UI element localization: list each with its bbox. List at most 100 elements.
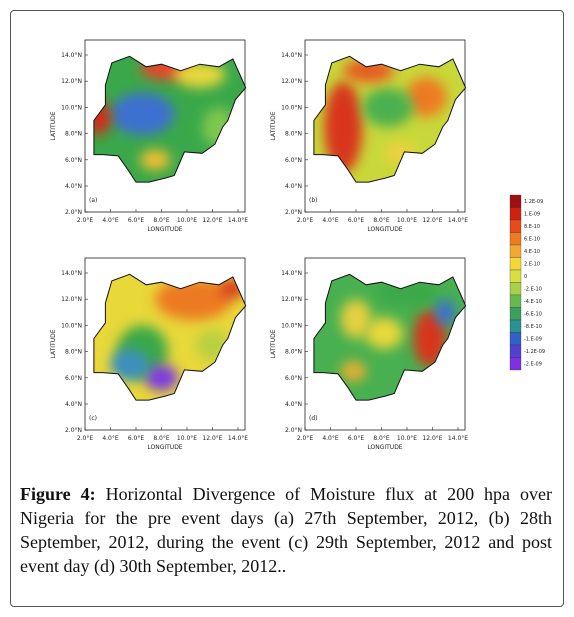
lat-tick-label: 4.0°N [285, 183, 302, 190]
lon-tick-label: 10.0°E [177, 217, 197, 224]
lat-tick-label: 14.0°N [61, 52, 82, 59]
lat-tick-label: 10.0°N [61, 104, 82, 111]
colorbar-swatch [509, 194, 522, 208]
lat-tick-label: 6.0°N [285, 157, 302, 164]
lat-tick-label: 2.0°N [65, 209, 82, 216]
colorbar-label: -8.E-10 [524, 324, 542, 330]
colorbar-label: -1.E-09 [524, 337, 542, 343]
colorbar-swatch [509, 207, 522, 221]
lon-tick-label: 6.0°E [348, 435, 365, 442]
lon-tick-label: 14.0°E [228, 217, 248, 224]
field-blob [324, 81, 363, 173]
lon-tick-label: 12.0°E [202, 435, 222, 442]
lon-tick-label: 4.0°E [322, 435, 339, 442]
caption: Figure 4: Horizontal Divergence of Moist… [20, 482, 552, 578]
colorbar-swatch [509, 244, 522, 258]
colorbar-swatch [509, 219, 522, 233]
colorbar-swatch [509, 294, 522, 308]
x-axis-label: LONGITUDE [147, 444, 182, 451]
lon-tick-label: 6.0°E [128, 217, 145, 224]
lon-tick-label: 2.0°E [77, 435, 94, 442]
lat-tick-label: 8.0°N [65, 131, 82, 138]
lon-tick-label: 12.0°E [422, 435, 442, 442]
colorbar-label: 2.E-10 [524, 262, 540, 268]
lat-tick-label: 4.0°N [285, 401, 302, 408]
y-axis-label: LATITUDE [270, 111, 277, 140]
lon-tick-label: 8.0°E [373, 217, 390, 224]
field-blob [93, 100, 111, 135]
lon-tick-label: 14.0°E [448, 435, 468, 442]
lon-tick-label: 2.0°E [297, 435, 314, 442]
lon-tick-label: 6.0°E [348, 217, 365, 224]
colorbar-swatch [509, 344, 522, 358]
field-blob [435, 299, 456, 326]
map-panel: 14.0°N 12.0°N 10.0°N 8.0°N 6.0°N 4.0°N 2.0°N2.… [50, 39, 248, 233]
colorbar-label: 4.E-10 [524, 249, 540, 255]
country-outline [93, 273, 247, 401]
caption-text: Horizontal Divergence of Moisture flux a… [20, 484, 552, 576]
lat-tick-label: 8.0°N [285, 349, 302, 356]
lon-tick-label: 8.0°E [153, 435, 170, 442]
colorbar-swatch [509, 332, 522, 346]
lat-tick-label: 10.0°N [61, 322, 82, 329]
figure-border [10, 10, 564, 607]
lon-tick-label: 2.0°E [77, 217, 94, 224]
lon-tick-label: 12.0°E [422, 217, 442, 224]
map-panel: 14.0°N 12.0°N 10.0°N 8.0°N 6.0°N 4.0°N 2.0°N2.… [270, 39, 468, 233]
field-blob [144, 364, 179, 391]
colorbar-label: -2.E-10 [524, 287, 542, 293]
field-blob [155, 278, 232, 321]
lon-tick-label: 8.0°E [153, 217, 170, 224]
panel-label: (c) [89, 415, 97, 422]
field-blob [139, 149, 171, 171]
lat-tick-label: 10.0°N [281, 104, 302, 111]
field-blob [362, 87, 414, 128]
map-panel: 14.0°N 12.0°N 10.0°N 8.0°N 6.0°N 4.0°N 2.0°N2.… [50, 257, 248, 451]
colorbar-label: -2.E-09 [524, 362, 542, 368]
panel-label: (a) [89, 197, 97, 204]
colorbar-label: 1.2E-09 [524, 199, 543, 205]
field-blob [375, 279, 439, 306]
field-blob [340, 360, 367, 382]
figure: 14.0°N12.0°N10.0°N8.0°N6.0°N4.0°N2.0°N2.… [50, 39, 545, 451]
lon-tick-label: 6.0°E [128, 435, 145, 442]
field-blob [405, 77, 447, 117]
x-axis-label: LONGITUDE [147, 226, 182, 233]
field-blob [110, 348, 149, 381]
y-axis-label: LATITUDE [50, 111, 57, 140]
lat-tick-label: 14.0°N [61, 270, 82, 277]
panel-label: (b) [309, 197, 318, 204]
colorbar-swatch [509, 357, 522, 371]
field-blob [413, 309, 447, 368]
colorbar-label: -6.E-10 [524, 312, 542, 318]
lat-tick-label: 2.0°N [285, 427, 302, 434]
lat-tick-label: 12.0°N [61, 296, 82, 303]
lat-tick-label: 2.0°N [285, 209, 302, 216]
lat-tick-label: 6.0°N [285, 375, 302, 382]
field-blob [343, 58, 395, 83]
field-blob [340, 299, 372, 339]
colorbar-label: 6.E-10 [524, 237, 540, 243]
colorbar-label: 8.E-10 [524, 224, 540, 230]
lat-tick-label: 12.0°N [61, 78, 82, 85]
lat-tick-label: 14.0°N [281, 52, 302, 59]
colorbar-label: 0 [524, 274, 527, 280]
colorbar-swatch [509, 319, 522, 333]
y-axis-label: LATITUDE [50, 329, 57, 358]
colorbar-swatch [509, 282, 522, 296]
map-panel: 14.0°N 12.0°N 10.0°N 8.0°N 6.0°N 4.0°N 2.0°N2.… [270, 257, 468, 451]
colorbar-swatch [509, 269, 522, 283]
lon-tick-label: 8.0°E [373, 435, 390, 442]
country-outline [313, 273, 467, 401]
lat-tick-label: 8.0°N [285, 131, 302, 138]
colorbar-swatch [509, 257, 522, 271]
lon-tick-label: 10.0°E [397, 435, 417, 442]
lat-tick-label: 2.0°N [65, 427, 82, 434]
lat-tick-label: 12.0°N [281, 296, 302, 303]
lon-tick-label: 10.0°E [397, 217, 417, 224]
lon-tick-label: 14.0°E [228, 435, 248, 442]
colorbar-swatch [509, 307, 522, 321]
caption-label: Figure 4: [20, 484, 96, 504]
colorbar-swatch [509, 232, 522, 246]
lon-tick-label: 2.0°E [297, 217, 314, 224]
